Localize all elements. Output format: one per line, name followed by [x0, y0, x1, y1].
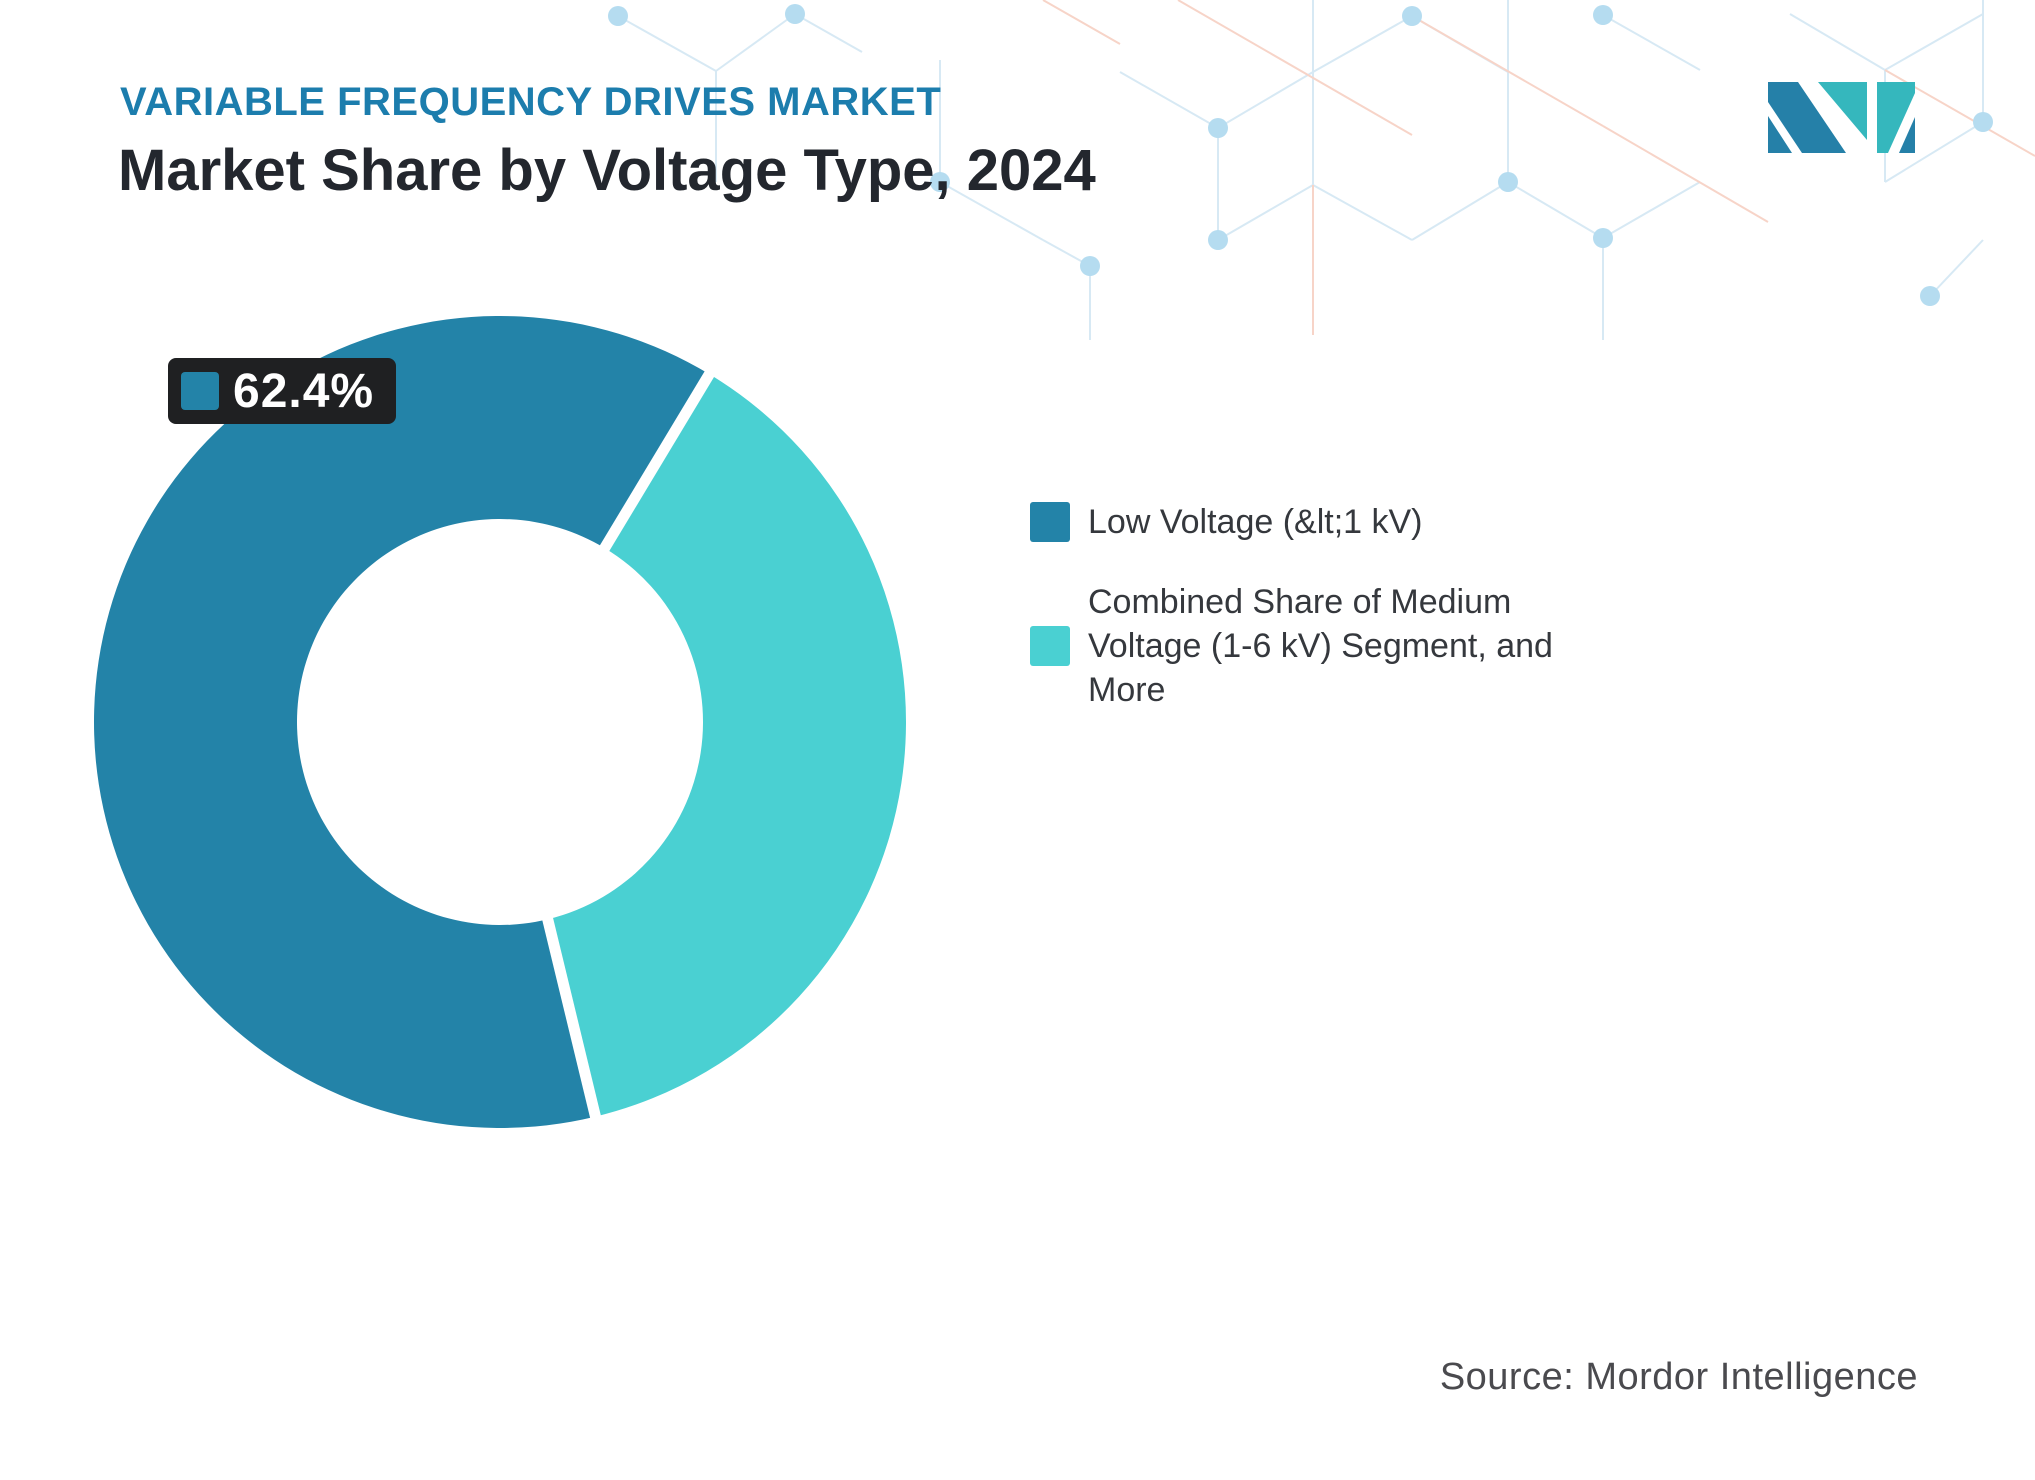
mesh-line — [1411, 181, 1509, 241]
mesh-line — [1602, 125, 1769, 223]
legend-item-low-voltage[interactable]: Low Voltage (&lt;1 kV) — [1030, 500, 1590, 544]
mesh-line — [1602, 181, 1701, 239]
mesh-line — [1042, 0, 1121, 45]
mesh-line — [1602, 14, 1701, 71]
mesh-line — [1312, 15, 1413, 73]
mesh-dot — [785, 4, 805, 24]
data-label-value: 62.4% — [233, 364, 375, 418]
slice-gap — [539, 906, 604, 1128]
hex-mesh-pattern — [608, 0, 2035, 340]
data-label-swatch — [181, 372, 219, 410]
legend-swatch-medium-voltage — [1030, 626, 1070, 666]
chart-legend: Low Voltage (&lt;1 kV) Combined Share of… — [1030, 500, 1590, 712]
mesh-dot — [1208, 118, 1228, 138]
mesh-dot — [930, 172, 950, 192]
logo-shape-left-teal — [1818, 82, 1867, 140]
mesh-dot — [1973, 112, 1993, 132]
legend-swatch-low-voltage — [1030, 502, 1070, 542]
mesh-dot — [1402, 6, 1422, 26]
data-label-box: 62.4% — [168, 358, 396, 424]
mesh-line — [794, 13, 863, 53]
mesh-dot — [1208, 230, 1228, 250]
mesh-dot — [1498, 172, 1518, 192]
mesh-dot — [1593, 228, 1613, 248]
mesh-dot — [1920, 286, 1940, 306]
mesh-line — [715, 13, 796, 72]
mesh-line — [617, 15, 717, 72]
mesh-line — [1217, 184, 1314, 241]
mesh-line — [1411, 15, 1604, 127]
mesh-line — [1929, 239, 1984, 297]
slice-gap — [593, 362, 720, 562]
mesh-line — [1884, 121, 1984, 183]
donut-slice-medium-voltage[interactable] — [547, 374, 907, 1117]
mesh-dot — [1080, 256, 1100, 276]
mordor-intelligence-logo — [1768, 82, 1915, 153]
mesh-dot — [608, 6, 628, 26]
mesh-dot — [1593, 5, 1613, 25]
legend-item-medium-voltage[interactable]: Combined Share of Medium Voltage (1-6 kV… — [1030, 580, 1590, 712]
mesh-line — [1312, 184, 1413, 241]
logo-shape-corner-dark — [1768, 116, 1792, 153]
mesh-line — [1507, 181, 1604, 239]
mesh-line — [1217, 71, 1314, 129]
mesh-line — [939, 181, 1044, 241]
source-attribution: Source: Mordor Intelligence — [1439, 1356, 1918, 1398]
donut-chart — [93, 315, 907, 1128]
report-eyebrow-title: VARIABLE FREQUENCY DRIVES MARKET — [120, 80, 942, 124]
mesh-line — [1884, 13, 1984, 71]
mesh-line — [1789, 13, 1886, 71]
logo-shape-right-teal — [1877, 82, 1915, 153]
logo-shape-left-dark — [1768, 82, 1846, 153]
legend-label-low-voltage: Low Voltage (&lt;1 kV) — [1088, 503, 1423, 541]
logo-shape-right-dark — [1899, 117, 1915, 153]
legend-label-medium-voltage: Combined Share of Medium Voltage (1-6 kV… — [1088, 583, 1553, 709]
chart-title: Market Share by Voltage Type, 2024 — [118, 138, 1096, 203]
donut-slice-low-voltage[interactable] — [93, 315, 710, 1128]
mesh-line — [1119, 71, 1219, 129]
mesh-line — [1177, 0, 1413, 136]
